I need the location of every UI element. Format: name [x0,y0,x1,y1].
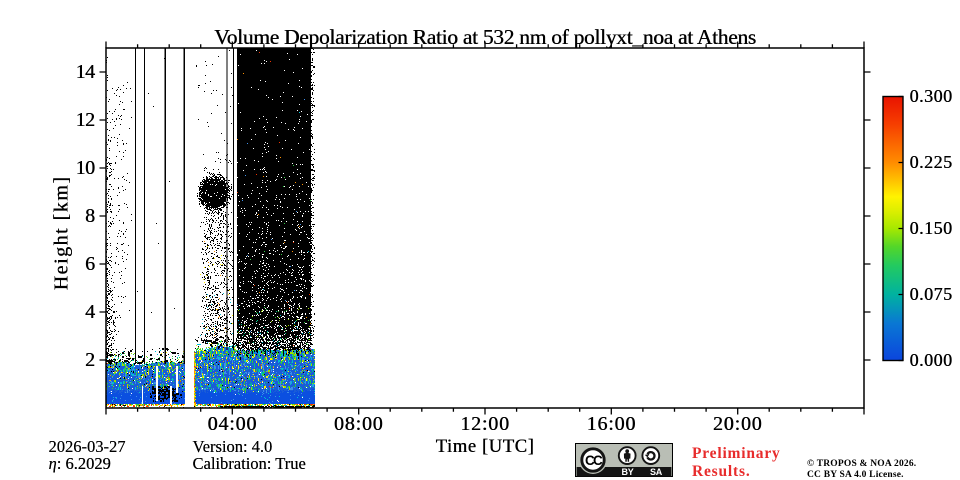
svg-text:BY: BY [622,467,634,477]
svg-text:CC: CC [585,453,603,468]
svg-text:SA: SA [650,467,663,477]
